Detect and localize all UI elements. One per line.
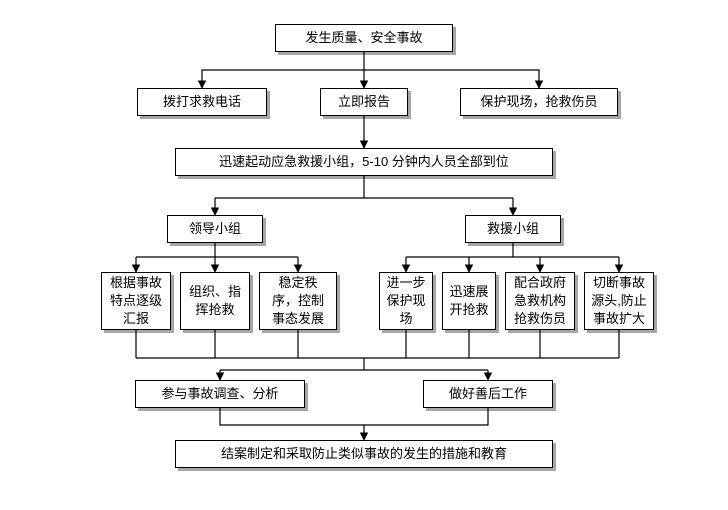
edges-layer: [0, 0, 728, 510]
node-f2: 迅速展开抢救: [442, 272, 496, 330]
node-e2: 组织、指挥抢救: [180, 272, 250, 330]
node-label: 做好善后工作: [449, 385, 527, 403]
node-f3: 配合政府急救机构抢救伤员: [505, 272, 575, 330]
node-label: 迅速展开抢救: [449, 283, 489, 319]
node-b2: 立即报告: [320, 88, 408, 116]
edge-2: [364, 70, 539, 88]
node-f4: 切断事故源头,防止事故扩大: [584, 272, 654, 330]
node-d1: 领导小组: [167, 215, 263, 243]
node-label: 救援小组: [487, 220, 539, 238]
edge-32: [364, 408, 488, 425]
node-g1: 参与事故调查、分析: [135, 380, 305, 408]
node-label: 稳定秩序，控制事态发展: [266, 274, 330, 329]
node-a: 发生质量、安全事故: [275, 24, 453, 52]
edge-1: [202, 70, 364, 88]
node-b1: 拨打求救电话: [137, 88, 267, 116]
node-label: 保护现场，抢救伤员: [480, 93, 597, 111]
node-label: 发生质量、安全事故: [305, 29, 422, 47]
node-e3: 稳定秩序，控制事态发展: [259, 272, 337, 330]
node-label: 立即报告: [338, 93, 390, 111]
node-label: 领导小组: [189, 220, 241, 238]
node-g2: 做好善后工作: [423, 380, 553, 408]
edge-31: [220, 408, 364, 440]
node-f1: 进一步保护现场: [379, 272, 433, 330]
flowchart-canvas: 发生质量、安全事故拨打求救电话 立即报告 保护现场，抢救伤员迅速起动应急救援小组，5…: [0, 0, 728, 510]
node-e1: 根据事故特点逐级汇报: [101, 272, 171, 330]
node-d2: 救援小组: [465, 215, 561, 243]
node-label: 参与事故调查、分析: [161, 385, 278, 403]
node-b3: 保护现场，抢救伤员: [460, 88, 618, 116]
node-label: 根据事故特点逐级汇报: [108, 274, 164, 329]
node-label: 进一步保护现场: [386, 274, 426, 329]
node-label: 结案制定和采取防止类似事故的发生的措施和教育: [221, 445, 507, 463]
node-c: 迅速起动应急救援小组，5-10 分钟内人员全部到位: [175, 148, 553, 176]
node-h: 结案制定和采取防止类似事故的发生的措施和教育: [175, 440, 553, 468]
node-label: 迅速起动应急救援小组，5-10 分钟内人员全部到位: [219, 153, 509, 171]
node-label: 组织、指挥抢救: [187, 283, 243, 319]
node-label: 切断事故源头,防止事故扩大: [591, 274, 647, 329]
node-label: 配合政府急救机构抢救伤员: [512, 274, 568, 329]
node-label: 拨打求救电话: [163, 93, 241, 111]
